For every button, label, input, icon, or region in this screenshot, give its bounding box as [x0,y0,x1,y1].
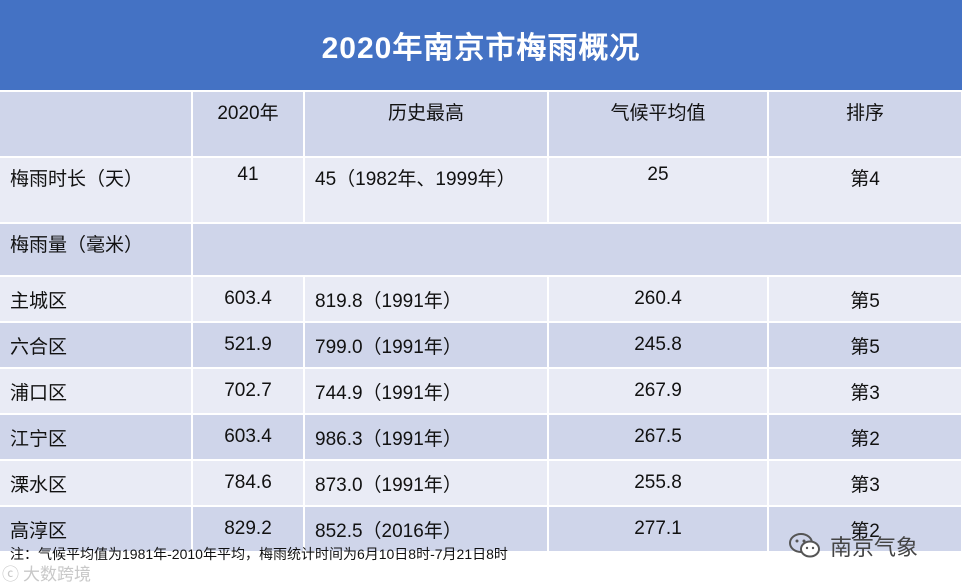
table-row: 高淳区 829.2 852.5（2016年） 277.1 第2 [0,506,962,553]
rain-section-row: 梅雨量（毫米） [0,223,962,277]
district-name: 高淳区 [0,506,193,553]
district-avg: 255.8 [548,460,769,507]
footnote: 注：气候平均值为1981年-2010年平均，梅雨统计时间为6月10日8时-7月2… [10,546,508,562]
district-rank: 第3 [768,368,962,415]
district-hist-max: 744.9（1991年） [304,368,549,415]
district-hist-max: 819.8（1991年） [304,276,549,323]
duration-row: 梅雨时长（天） 41 45（1982年、1999年） 25 第4 [0,157,962,224]
watermark-right-text: 南京气象 [830,535,919,560]
table-row: 主城区 603.4 819.8（1991年） 260.4 第5 [0,276,962,323]
district-hist-max: 873.0（1991年） [304,460,549,507]
district-avg: 277.1 [548,506,769,553]
header-cell-avg: 气候平均值 [548,92,769,158]
district-hist-max: 852.5（2016年） [304,506,549,553]
district-2020: 702.7 [192,368,305,415]
table-row: 六合区 521.9 799.0（1991年） 245.8 第5 [0,322,962,369]
district-hist-max: 799.0（1991年） [304,322,549,369]
header-cell-hist-max: 历史最高 [304,92,549,158]
district-avg: 245.8 [548,322,769,369]
wechat-icon [789,533,820,558]
district-name: 六合区 [0,322,193,369]
duration-rank: 第4 [768,157,962,224]
table-row: 溧水区 784.6 873.0（1991年） 255.8 第3 [0,460,962,507]
district-2020: 784.6 [192,460,305,507]
district-name: 主城区 [0,276,193,323]
table-header-row: 2020年 历史最高 气候平均值 排序 [0,92,962,158]
district-rank: 第5 [768,276,962,323]
district-rank: 第2 [768,506,962,553]
page-title: 2020年南京市梅雨概况 [321,32,641,65]
district-name: 浦口区 [0,368,193,415]
duration-2020: 41 [192,157,305,224]
meiyu-table: 2020年 历史最高 气候平均值 排序 梅雨时长（天） 41 45（1982年、… [0,92,962,553]
duration-label: 梅雨时长（天） [0,157,193,224]
header-cell-2020: 2020年 [192,92,305,158]
district-avg: 267.5 [548,414,769,461]
district-avg: 267.9 [548,368,769,415]
table-row: 江宁区 603.4 986.3（1991年） 267.5 第2 [0,414,962,461]
duration-hist-max: 45（1982年、1999年） [304,157,549,224]
district-rank: 第3 [768,460,962,507]
header-cell-empty [0,92,193,158]
table-row: 浦口区 702.7 744.9（1991年） 267.9 第3 [0,368,962,415]
title-bar: 2020年南京市梅雨概况 [0,0,962,90]
district-2020: 603.4 [192,414,305,461]
district-2020: 603.4 [192,276,305,323]
district-rank: 第2 [768,414,962,461]
district-hist-max: 986.3（1991年） [304,414,549,461]
district-2020: 829.2 [192,506,305,553]
watermark-logo-icon: ⓒ [2,565,19,584]
district-rank: 第5 [768,322,962,369]
rain-section-filler [192,223,962,277]
district-2020: 521.9 [192,322,305,369]
watermark-left-text: 大数跨境 [23,565,91,584]
district-avg: 260.4 [548,276,769,323]
watermark-right: 南京气象 [788,530,918,562]
watermark-left: ⓒ 大数跨境 [2,560,91,585]
district-name: 江宁区 [0,414,193,461]
district-name: 溧水区 [0,460,193,507]
rain-section-label: 梅雨量（毫米） [0,223,193,277]
header-cell-rank: 排序 [768,92,962,158]
duration-avg: 25 [548,157,769,224]
